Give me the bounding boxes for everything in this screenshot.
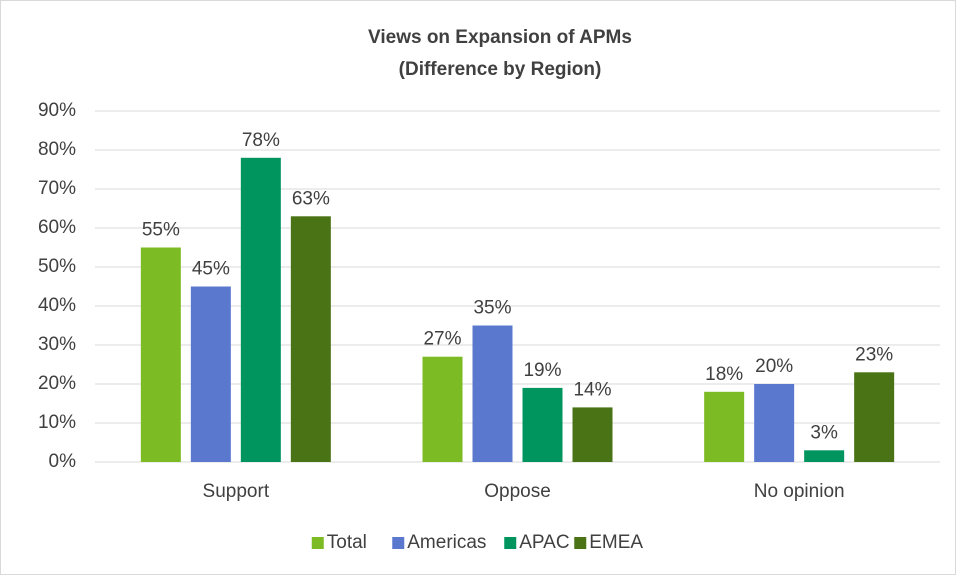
bar (422, 356, 463, 462)
y-tick-label: 70% (38, 178, 76, 199)
chart-subtitle: (Difference by Region) (399, 59, 602, 80)
bar (472, 325, 513, 462)
legend-swatch (392, 537, 405, 549)
x-tick-label: Support (203, 481, 270, 502)
value-label: 27% (423, 329, 461, 350)
y-tick-label: 40% (38, 295, 76, 316)
bar (854, 372, 895, 462)
legend-label: Total (327, 532, 367, 553)
value-label: 18% (705, 364, 743, 385)
legend-swatch (504, 537, 517, 549)
value-label: 14% (573, 379, 611, 400)
value-label: 63% (292, 188, 330, 209)
y-tick-label: 60% (38, 217, 76, 238)
legend-label: EMEA (589, 532, 643, 553)
bar (140, 247, 181, 462)
value-label: 55% (142, 220, 180, 241)
bar (240, 157, 281, 463)
x-tick-label: Oppose (484, 481, 551, 502)
legend-swatch (311, 537, 324, 549)
bar (704, 391, 745, 462)
bar (754, 384, 795, 462)
bar (522, 387, 563, 462)
bar (190, 286, 231, 462)
y-tick-label: 90% (38, 100, 76, 121)
y-tick-label: 0% (49, 451, 77, 472)
legend-label: Americas (407, 532, 486, 553)
legend-swatch (574, 537, 587, 549)
bar (804, 450, 845, 462)
bar (290, 216, 331, 462)
value-label: 3% (810, 422, 838, 443)
value-label: 78% (242, 130, 280, 151)
value-label: 35% (473, 298, 511, 319)
chart-title: Views on Expansion of APMs (368, 27, 632, 48)
legend-label: APAC (519, 532, 569, 553)
y-tick-label: 10% (38, 412, 76, 433)
y-tick-label: 50% (38, 256, 76, 277)
y-tick-label: 20% (38, 373, 76, 394)
x-tick-label: No opinion (754, 481, 845, 502)
value-label: 23% (855, 344, 893, 365)
value-label: 20% (755, 356, 793, 377)
value-label: 19% (523, 360, 561, 381)
bar (572, 407, 613, 462)
y-tick-label: 30% (38, 334, 76, 355)
y-tick-label: 80% (38, 139, 76, 160)
value-label: 45% (192, 259, 230, 280)
